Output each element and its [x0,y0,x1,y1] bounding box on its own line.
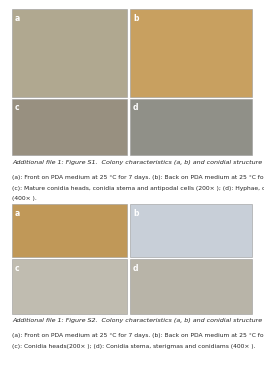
Text: d: d [133,103,139,112]
Text: b: b [133,209,139,218]
Text: (400× ).: (400× ). [12,196,37,201]
Text: (c): Mature conidia heads, conidia stema and antipodal cells (200× ); (d): Hypha: (c): Mature conidia heads, conidia stema… [12,186,264,191]
Text: Additional file 1: Figure S2.  Colony characteristics (a, b) and conidial struct: Additional file 1: Figure S2. Colony cha… [12,318,264,323]
Bar [12,9,127,97]
Bar [12,99,127,155]
Bar [12,204,127,257]
Text: d: d [133,264,139,273]
Bar [130,259,252,314]
Text: (c): Conidia heads(200× ); (d): Conidia stema, sterigmas and conidiams (400× ).: (c): Conidia heads(200× ); (d): Conidia … [12,344,255,349]
Text: (a): Front on PDA medium at 25 °C for 7 days. (b): Back on PDA medium at 25 °C f: (a): Front on PDA medium at 25 °C for 7 … [12,175,264,180]
Text: c: c [15,264,20,273]
Bar [12,259,127,314]
Text: (a): Front on PDA medium at 25 °C for 7 days. (b): Back on PDA medium at 25 °C f: (a): Front on PDA medium at 25 °C for 7 … [12,333,264,338]
Text: a: a [15,14,20,23]
Bar [130,99,252,155]
Text: Additional file 1: Figure S1.  Colony characteristics (a, b) and conidial struct: Additional file 1: Figure S1. Colony cha… [12,160,264,164]
Bar [130,9,252,97]
Text: b: b [133,14,139,23]
Text: a: a [15,209,20,218]
Text: c: c [15,103,20,112]
Bar [130,204,252,257]
